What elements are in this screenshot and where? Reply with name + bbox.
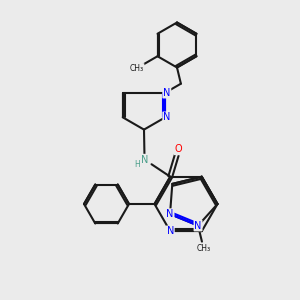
Text: N: N xyxy=(141,154,148,165)
Text: N: N xyxy=(163,88,170,98)
Text: CH₃: CH₃ xyxy=(196,244,211,253)
Text: N: N xyxy=(194,220,202,231)
Text: N: N xyxy=(166,209,174,219)
Text: CH₃: CH₃ xyxy=(130,64,144,73)
Text: N: N xyxy=(167,226,174,236)
Text: N: N xyxy=(163,112,170,122)
Text: H: H xyxy=(134,160,140,169)
Text: O: O xyxy=(175,144,182,154)
